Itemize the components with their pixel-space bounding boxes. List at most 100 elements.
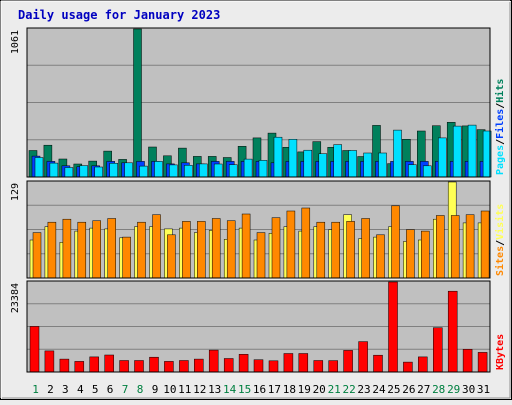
bar-kbytes-day-19 xyxy=(298,353,309,373)
bar-kbytes-day-13 xyxy=(208,349,219,373)
bar-kbytes-day-15 xyxy=(238,354,249,373)
bar-sites-day-29 xyxy=(450,215,460,279)
x-tick-label-day-30: 30 xyxy=(462,383,475,396)
x-tick-label-day-19: 19 xyxy=(298,383,311,396)
bar-sites-day-31 xyxy=(480,210,490,279)
bar-kbytes-day-31 xyxy=(477,352,488,373)
bar-sites-day-21 xyxy=(331,221,340,279)
bar-sites-day-24 xyxy=(376,234,385,279)
bar-kbytes-day-21 xyxy=(328,360,338,373)
legend-item-kbytes: KBytes xyxy=(495,334,506,370)
x-tick-label-day-28: 28 xyxy=(432,383,445,396)
bar-kbytes-day-12 xyxy=(194,358,204,373)
bar-sites-day-25 xyxy=(391,205,400,279)
bar-pages-day-9 xyxy=(154,161,163,178)
bar-sites-day-10 xyxy=(167,234,176,279)
bar-kbytes-day-3 xyxy=(59,358,70,373)
bar-pages-day-3 xyxy=(64,167,74,178)
legend: Pages/Files/Hits xyxy=(494,79,506,175)
bar-sites-day-20 xyxy=(316,221,326,279)
x-tick-label-day-23: 23 xyxy=(357,383,370,396)
bar-sites-day-28 xyxy=(436,215,445,279)
bar-kbytes-day-6 xyxy=(104,354,114,373)
x-tick-label-day-2: 2 xyxy=(47,383,54,396)
x-tick-label-day-3: 3 xyxy=(62,383,69,396)
x-tick-label-day-13: 13 xyxy=(208,383,221,396)
x-axis-labels: 1 2 3 4 5 6 7 8 9 10 11 12 13 14 15 16 17 18 19 20 21 22 23 24 2… xyxy=(32,383,490,396)
bar-pages-day-7 xyxy=(124,162,133,178)
x-tick-label-day-14: 14 xyxy=(223,383,237,396)
x-tick-label-day-24: 24 xyxy=(372,383,386,396)
legend-item-sites: Sites xyxy=(494,246,506,276)
bar-sites-day-7 xyxy=(122,236,131,279)
x-tick-label-day-8: 8 xyxy=(137,383,144,396)
bar-pages-day-10 xyxy=(169,164,178,178)
bar-kbytes-day-2 xyxy=(44,350,55,373)
bar-kbytes-day-28 xyxy=(433,327,443,373)
bar-sites-day-2 xyxy=(47,221,57,279)
chart-panel-3: 23384 KBytes xyxy=(10,280,506,373)
bar-sites-day-13 xyxy=(211,218,221,279)
bar-pages-day-17 xyxy=(273,136,283,178)
legend-item-files: Files xyxy=(494,109,506,139)
legend: KBytes xyxy=(495,334,506,370)
chart-panels: 1061Pages/Files/Hits129Sites/Visits23384… xyxy=(10,27,506,396)
bar-pages-day-23 xyxy=(363,152,372,178)
bar-pages-day-21 xyxy=(333,144,342,178)
bar-sites-day-4 xyxy=(77,221,87,279)
bar-kbytes-day-29 xyxy=(447,290,458,373)
bar-sites-day-16 xyxy=(256,232,266,279)
legend: Sites/Visits xyxy=(494,204,506,276)
bar-pages-day-5 xyxy=(94,166,103,178)
bar-hits-day-8 xyxy=(133,28,142,178)
bar-sites-day-17 xyxy=(271,217,281,279)
x-tick-label-day-20: 20 xyxy=(313,383,326,396)
legend-item-hits: Hits xyxy=(494,79,506,103)
bar-kbytes-day-24 xyxy=(373,354,383,373)
x-tick-label-day-29: 29 xyxy=(447,383,460,396)
bar-kbytes-day-14 xyxy=(223,358,234,373)
legend-separator: / xyxy=(495,139,506,145)
x-tick-label-day-16: 16 xyxy=(253,383,266,396)
bar-pages-day-26 xyxy=(408,164,417,178)
bar-pages-day-12 xyxy=(199,163,208,178)
bar-sites-day-12 xyxy=(197,221,206,279)
x-tick-label-day-18: 18 xyxy=(283,383,296,396)
chart-panel-2: 129 Sites/Visits xyxy=(10,180,506,279)
x-tick-label-day-15: 15 xyxy=(238,383,251,396)
x-tick-label-day-22: 22 xyxy=(342,383,355,396)
panel-border xyxy=(26,180,491,279)
bar-kbytes-day-27 xyxy=(418,356,428,373)
x-tick-label-day-5: 5 xyxy=(92,383,99,396)
bar-kbytes-day-9 xyxy=(149,356,159,373)
chart-title: Daily usage for January 2023 xyxy=(18,8,220,22)
x-tick-label-day-9: 9 xyxy=(152,383,159,396)
bar-kbytes-day-16 xyxy=(253,359,264,373)
x-tick-label-day-12: 12 xyxy=(193,383,206,396)
bar-sites-day-18 xyxy=(286,210,296,279)
x-tick-label-day-10: 10 xyxy=(163,383,176,396)
bar-sites-day-11 xyxy=(182,221,191,279)
bar-kbytes-day-4 xyxy=(74,361,85,373)
legend-item-pages: Pages xyxy=(495,145,506,175)
bar-pages-day-25 xyxy=(393,129,402,178)
bar-kbytes-day-17 xyxy=(268,360,279,373)
bar-kbytes-day-26 xyxy=(403,361,413,373)
bar-sites-day-1 xyxy=(32,232,42,279)
bar-kbytes-day-18 xyxy=(283,353,294,373)
bar-kbytes-day-11 xyxy=(179,360,189,373)
bar-pages-day-14 xyxy=(228,164,238,178)
bar-pages-day-6 xyxy=(109,163,118,178)
x-tick-label-day-6: 6 xyxy=(107,383,114,396)
bar-pages-day-28 xyxy=(438,137,447,178)
bar-sites-day-5 xyxy=(92,220,101,279)
bar-pages-day-24 xyxy=(378,152,387,178)
bar-pages-day-15 xyxy=(243,158,253,178)
bar-pages-day-16 xyxy=(258,160,268,178)
x-tick-label-day-11: 11 xyxy=(178,383,191,396)
x-tick-label-day-4: 4 xyxy=(77,383,84,396)
bar-sites-day-6 xyxy=(107,218,116,279)
